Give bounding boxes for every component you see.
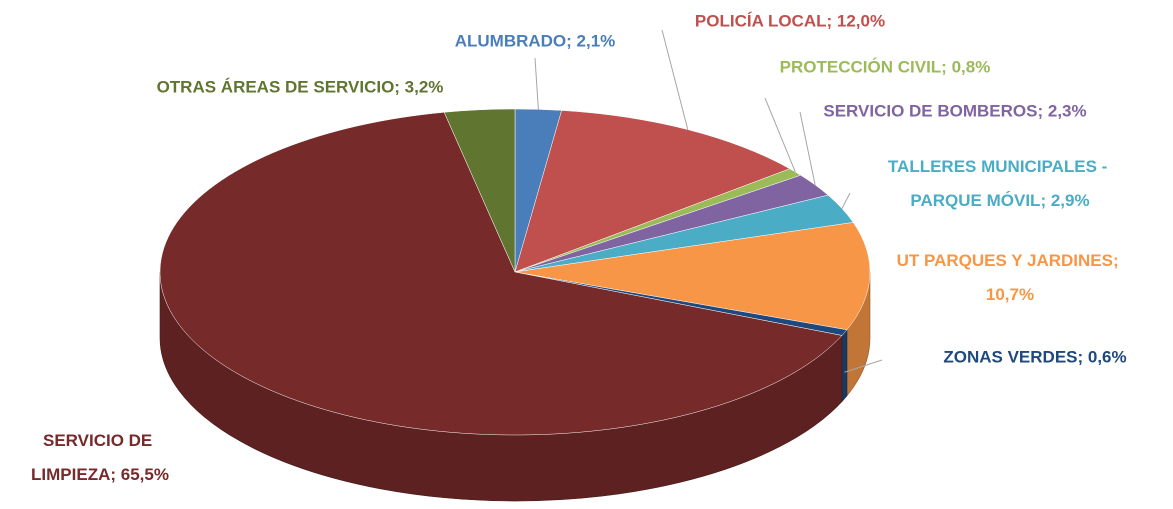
leader-line	[841, 192, 851, 209]
data-label: ZONAS VERDES; 0,6%	[943, 347, 1126, 366]
leader-line	[844, 359, 883, 373]
slice-side	[841, 328, 848, 403]
leader-line	[764, 97, 796, 173]
slice	[443, 108, 516, 273]
slice	[514, 222, 871, 331]
slice	[159, 112, 843, 436]
data-label: OTRAS ÁREAS DE SERVICIO; 3,2%	[157, 77, 444, 96]
data-label-line: UT PARQUES Y JARDINES;	[897, 251, 1124, 270]
leader-line	[661, 29, 689, 130]
data-label-line: TALLERES MUNICIPALES -	[888, 157, 1112, 176]
data-label: ALUMBRADO; 2,1%	[455, 31, 616, 50]
data-label-line: PARQUE MÓVIL; 2,9%	[910, 191, 1089, 210]
data-label-line: LIMPIEZA; 65,5%	[31, 465, 169, 484]
data-label-line: 10,7%	[986, 285, 1034, 304]
data-label-line: SERVICIO DE	[43, 431, 157, 450]
data-label: PROTECCIÓN CIVIL; 0,8%	[780, 57, 991, 76]
data-label: TALLERES MUNICIPALES - PARQUE MÓVIL; 2,9…	[888, 157, 1112, 210]
leader-line	[799, 111, 816, 186]
data-label: POLICÍA LOCAL; 12,0%	[695, 11, 885, 30]
data-label: SERVICIO DE BOMBEROS; 2,3%	[823, 101, 1086, 120]
data-label: UT PARQUES Y JARDINES; 10,7%	[897, 251, 1124, 304]
leader-line	[534, 57, 539, 110]
data-label: SERVICIO DE LIMPIEZA; 65,5%	[31, 431, 169, 484]
